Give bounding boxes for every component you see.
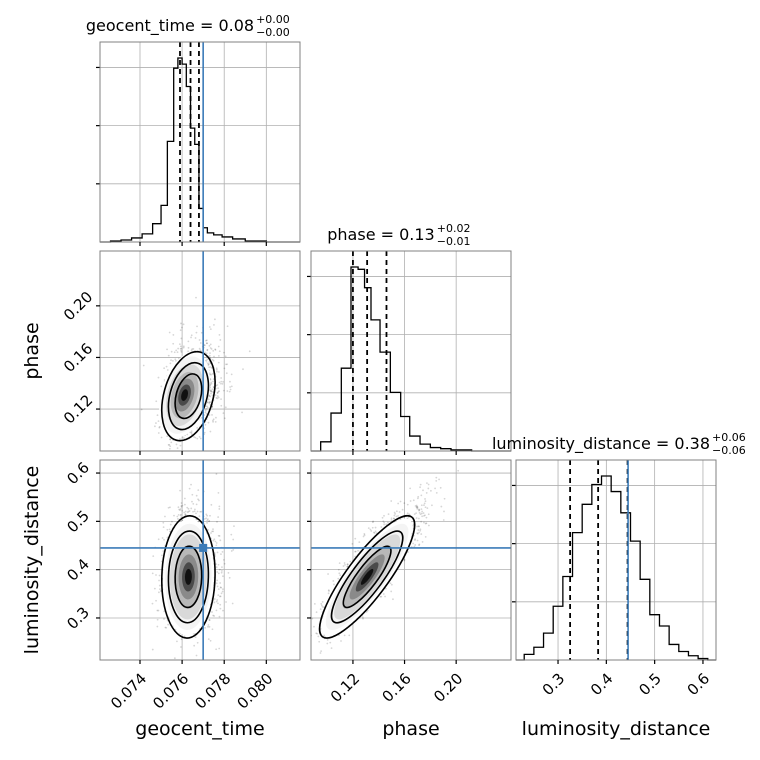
title-text: geocent_time = 0.08 <box>86 16 254 36</box>
contour <box>160 514 216 639</box>
histogram-step-phase <box>311 266 511 452</box>
title-phase: phase = 0.13 +0.02−0.01 <box>327 222 470 248</box>
panel-frame <box>310 459 512 661</box>
panel-frame <box>99 459 301 661</box>
histogram-panel-geocent_time: geocent_time = 0.08 +0.00−0.00 <box>86 13 301 246</box>
x-tick-label: 0.076 <box>149 670 192 713</box>
title-sup: +0.06 <box>712 431 746 444</box>
y-axis-label-luminosity_distance: luminosity_distance <box>21 466 43 655</box>
title-sup: +0.02 <box>437 222 471 235</box>
title-sub: −0.06 <box>712 444 746 457</box>
contour-lines <box>160 350 216 442</box>
title-sub: −0.00 <box>256 26 290 39</box>
x-tick-label: 0.12 <box>327 670 363 706</box>
contour <box>174 545 203 609</box>
y-tick-label: 0.20 <box>60 288 96 324</box>
title-sub: −0.01 <box>437 235 471 248</box>
contour-lines <box>318 514 416 639</box>
x-tick-label: 0.3 <box>539 670 569 700</box>
density-panel-geocent_time-luminosity_distance <box>96 459 301 664</box>
x-tick-label: 0.078 <box>191 670 234 713</box>
x-axis-label-phase: phase <box>382 718 439 740</box>
histogram-panel-luminosity_distance: luminosity_distance = 0.38 +0.06−0.06 <box>492 431 746 664</box>
x-tick-label: 0.6 <box>684 670 714 700</box>
panel-frame <box>99 41 301 243</box>
y-axis-label-phase: phase <box>21 322 43 379</box>
y-tick-label: 0.6 <box>63 458 93 488</box>
x-axis-label-geocent_time: geocent_time <box>135 718 264 740</box>
y-tick-label: 0.4 <box>63 555 93 585</box>
panel-frame <box>515 459 717 661</box>
title-text: phase = 0.13 <box>327 225 434 244</box>
y-tick-label: 0.3 <box>63 603 93 633</box>
contour <box>160 350 216 442</box>
histogram-panel-phase: phase = 0.13 +0.02−0.01 <box>307 222 512 455</box>
x-tick-label: 0.5 <box>635 670 665 700</box>
contour <box>174 373 203 420</box>
histogram-step-luminosity_distance <box>516 475 716 661</box>
y-tick-label: 0.16 <box>60 339 96 375</box>
contour <box>330 530 404 624</box>
x-tick-label: 0.16 <box>378 670 414 706</box>
y-tick-label: 0.12 <box>60 391 96 427</box>
density-panel-geocent_time-phase <box>96 250 301 455</box>
x-tick-label: 0.20 <box>430 670 466 706</box>
histogram-step-geocent_time <box>100 57 300 243</box>
title-geocent_time: geocent_time = 0.08 +0.00−0.00 <box>86 13 290 39</box>
contour <box>342 545 392 609</box>
density-panel-phase-luminosity_distance <box>307 459 512 664</box>
y-tick-label: 0.5 <box>63 507 93 537</box>
panel-frame <box>310 250 512 452</box>
x-axis-label-luminosity_distance: luminosity_distance <box>522 718 711 740</box>
title-text: luminosity_distance = 0.38 <box>492 434 710 454</box>
x-tick-label: 0.4 <box>587 670 617 700</box>
x-tick-label: 0.080 <box>233 670 276 713</box>
panel-frame <box>99 250 301 452</box>
title-sup: +0.00 <box>256 13 290 26</box>
truth-marker <box>199 543 208 552</box>
density-fill <box>321 518 413 636</box>
contour <box>167 361 210 431</box>
contour <box>318 514 416 639</box>
contour <box>167 530 210 624</box>
contour-lines <box>160 514 216 639</box>
x-tick-label: 0.074 <box>107 670 150 713</box>
title-luminosity_distance: luminosity_distance = 0.38 +0.06−0.06 <box>492 431 746 457</box>
